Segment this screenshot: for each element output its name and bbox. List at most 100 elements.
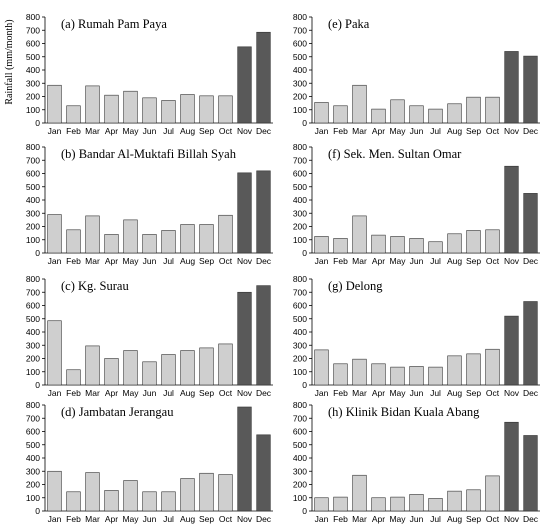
bar-apr [371,363,386,386]
x-tick-label: Jan [315,256,329,266]
y-tick-label: 600 [293,39,307,49]
x-tick-label: May [122,256,139,266]
y-tick-label: 500 [293,52,307,62]
y-tick-label: 400 [26,453,40,463]
chart-title: (h) Klinik Bidan Kuala Abang [328,405,480,419]
bar-apr [371,234,386,254]
y-tick-label: 300 [293,208,307,218]
y-tick-label: 200 [26,92,40,102]
x-tick-label: Mar [85,256,100,266]
y-tick-label: 600 [293,427,307,437]
y-tick-label: 800 [26,12,40,22]
y-tick-label: 400 [26,195,40,205]
x-tick-label: Jul [430,256,441,266]
y-axis-label: Rainfall (mm/month) [4,19,15,104]
bar-may [123,480,138,512]
chart-title: (d) Jambatan Jerangau [61,405,174,419]
x-tick-label: Nov [237,126,253,136]
bar-dec [523,55,538,124]
bar-jun [409,494,424,512]
y-tick-label: 200 [26,222,40,232]
bar-oct [218,474,233,512]
y-tick-label: 100 [26,367,40,377]
y-tick-label: 0 [302,248,307,258]
x-tick-label: Aug [447,126,462,136]
bar-dec [256,434,271,512]
y-tick-label: 200 [26,480,40,490]
bar-aug [180,224,195,254]
x-tick-label: Nov [237,514,253,524]
y-tick-label: 700 [26,287,40,297]
bar-feb [66,491,81,512]
chart-panels: 0 100 200 300 400 500 600 700 800 Jan Feb Mar Apr May… [26,12,540,524]
bar-jul [161,230,176,254]
x-tick-label: Apr [105,126,118,136]
y-tick-label: 200 [26,354,40,364]
x-tick-label: May [389,388,406,398]
bar-mar [85,85,100,124]
bar-aug [180,350,195,386]
x-tick-label: Jun [143,126,157,136]
y-tick-label: 400 [293,195,307,205]
x-tick-label: Dec [256,256,272,266]
y-tick-label: 800 [293,142,307,152]
x-tick-label: Feb [333,126,348,136]
y-tick-label: 600 [26,301,40,311]
bar-apr [104,94,119,124]
bar-mar [85,345,100,386]
x-tick-label: Feb [66,126,81,136]
y-tick-label: 600 [293,169,307,179]
y-tick-label: 800 [293,274,307,284]
x-tick-label: Dec [523,256,539,266]
bar-dec [256,170,271,254]
x-tick-label: Nov [504,388,520,398]
x-tick-label: Apr [372,126,385,136]
x-tick-label: Jun [143,388,157,398]
x-tick-label: Jan [315,514,329,524]
y-tick-label: 800 [26,142,40,152]
y-tick-label: 0 [302,380,307,390]
bar-dec [523,193,538,254]
x-tick-label: Aug [447,256,462,266]
y-tick-label: 400 [26,65,40,75]
bar-apr [104,358,119,386]
x-tick-label: Feb [333,388,348,398]
x-tick-label: Sep [466,256,481,266]
x-tick-label: Jul [163,514,174,524]
x-tick-label: Sep [466,514,481,524]
bar-jun [409,238,424,254]
y-tick-label: 0 [35,380,40,390]
x-tick-label: May [389,256,406,266]
bar-may [390,236,405,254]
y-tick-label: 800 [26,274,40,284]
x-tick-label: Nov [504,126,520,136]
x-tick-label: May [122,388,139,398]
x-tick-label: Aug [180,514,195,524]
bar-oct [218,214,233,254]
bar-mar [352,215,367,254]
x-tick-label: Jan [48,126,62,136]
y-tick-label: 0 [35,248,40,258]
x-tick-label: Nov [237,388,253,398]
y-tick-label: 800 [293,400,307,410]
bar-nov [237,406,252,512]
y-tick-label: 700 [293,25,307,35]
x-tick-label: Sep [466,388,481,398]
bar-nov [237,291,252,386]
bar-aug [180,94,195,124]
x-tick-label: Oct [219,126,233,136]
x-tick-label: Jul [163,126,174,136]
bar-may [390,496,405,512]
x-tick-label: Dec [256,126,272,136]
chart-title: (f) Sek. Men. Sultan Omar [328,147,462,161]
bar-may [390,366,405,386]
bar-oct [485,96,500,124]
bar-jun [409,366,424,386]
bar-feb [66,105,81,124]
bar-apr [104,490,119,512]
bar-jul [161,491,176,512]
y-tick-label: 500 [26,440,40,450]
bar-oct [485,475,500,512]
bar-sep [466,489,481,512]
y-tick-label: 100 [293,235,307,245]
